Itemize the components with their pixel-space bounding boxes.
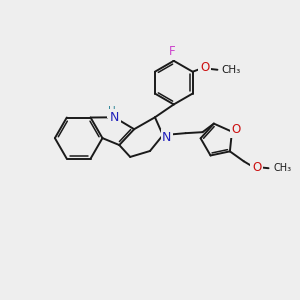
Text: O: O [252,161,261,174]
Text: CH₃: CH₃ [274,163,292,173]
Text: O: O [200,61,209,74]
Text: O: O [231,123,241,136]
Text: N: N [110,111,119,124]
Text: N: N [162,130,172,144]
Text: CH₃: CH₃ [221,65,241,75]
Text: H: H [109,106,116,116]
Text: F: F [169,45,175,58]
